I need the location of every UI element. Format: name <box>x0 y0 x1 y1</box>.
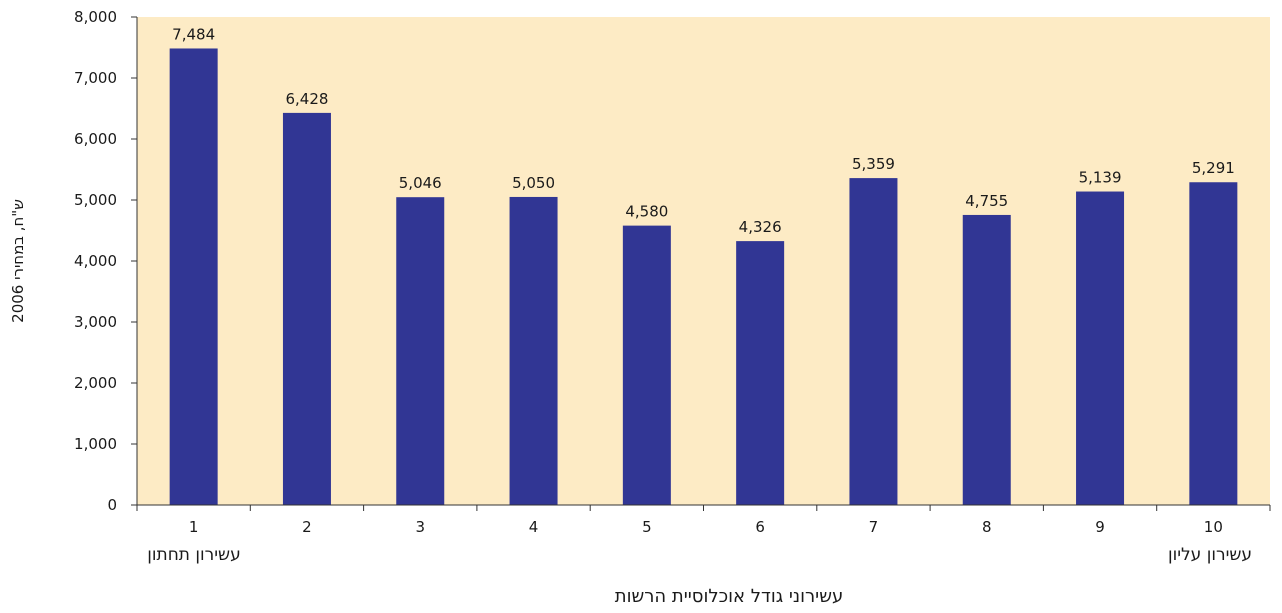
bar-value-label: 7,484 <box>172 25 215 43</box>
x-tick-label: 10 <box>1204 518 1223 536</box>
bar <box>849 178 898 505</box>
x-end-label-low: עשירון תחתון <box>147 545 240 565</box>
y-tick-label: 4,000 <box>74 252 117 270</box>
bar-value-label: 5,046 <box>399 174 442 192</box>
bar <box>1076 191 1125 505</box>
y-tick-label: 7,000 <box>74 69 117 87</box>
y-tick-label: 0 <box>107 496 117 514</box>
y-tick-label: 1,000 <box>74 435 117 453</box>
bar-value-label: 5,050 <box>512 174 555 192</box>
bar-value-label: 6,428 <box>285 90 328 108</box>
bar <box>509 196 558 505</box>
bar-value-label: 4,326 <box>739 218 782 236</box>
y-tick-label: 2,000 <box>74 374 117 392</box>
x-tick-label: 4 <box>529 518 539 536</box>
bar <box>1189 182 1238 505</box>
bar <box>962 214 1011 505</box>
x-tick-label: 8 <box>982 518 992 536</box>
x-tick-label: 5 <box>642 518 652 536</box>
bar <box>169 48 218 505</box>
y-tick-label: 3,000 <box>74 313 117 331</box>
bar-value-label: 5,139 <box>1079 169 1122 187</box>
x-tick-label: 3 <box>415 518 425 536</box>
y-tick-label: 8,000 <box>74 8 117 26</box>
x-axis-title: עשירוני גודל אוכלוסיית הרשות <box>615 586 843 607</box>
bar <box>282 112 331 505</box>
y-tick-label: 5,000 <box>74 191 117 209</box>
bar <box>622 225 671 505</box>
y-tick-label: 6,000 <box>74 130 117 148</box>
bar-value-label: 4,755 <box>965 192 1008 210</box>
bar <box>396 197 445 505</box>
bar <box>736 241 785 505</box>
value-labels-layer: 7,484 6,428 5,046 5,050 4,580 4,326 5,359 4,755… <box>172 25 1235 236</box>
y-axis-ticks: 0 1,000 2,000 3,000 4,000 5,000 6,000 7,000 8,00… <box>74 8 137 514</box>
x-tick-label: 1 <box>189 518 199 536</box>
x-tick-label: 7 <box>869 518 879 536</box>
bar-value-label: 5,359 <box>852 155 895 173</box>
x-end-label-high: עשירון עליון <box>1168 545 1252 565</box>
bars-layer <box>169 48 1238 505</box>
bar-value-label: 4,580 <box>625 203 668 221</box>
y-axis-title: ש"ח, במחירי 2006 <box>9 199 27 323</box>
x-tick-label: 2 <box>302 518 312 536</box>
bar-value-label: 5,291 <box>1192 159 1235 177</box>
x-axis-ticks: 1 2 3 4 5 6 7 8 9 10 <box>136 505 1271 536</box>
x-tick-label: 9 <box>1095 518 1105 536</box>
x-tick-label: 6 <box>755 518 765 536</box>
